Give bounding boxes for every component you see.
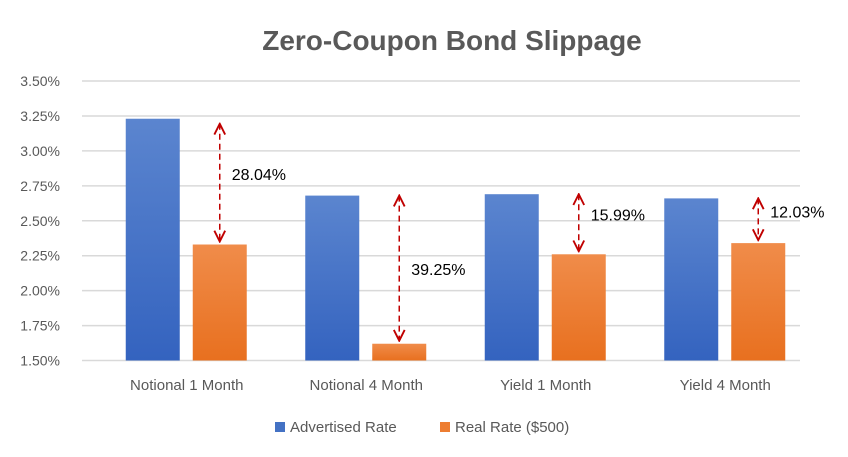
bar-real-rate — [372, 343, 427, 361]
y-tick-label: 1.75% — [20, 318, 60, 334]
slippage-label: 12.03% — [770, 204, 824, 221]
y-tick-label: 3.00% — [20, 143, 60, 159]
y-tick-label: 2.25% — [20, 248, 60, 264]
legend-label: Advertised Rate — [290, 419, 397, 436]
bar-advertised-rate — [125, 118, 180, 361]
y-tick-label: 2.50% — [20, 213, 60, 229]
bar-real-rate — [192, 244, 247, 361]
bar-advertised-rate — [484, 194, 539, 361]
bar-real-rate — [551, 254, 606, 361]
x-tick-label: Notional 1 Month — [130, 377, 243, 394]
legend-swatch — [275, 422, 285, 432]
x-tick-label: Yield 4 Month — [680, 377, 771, 394]
y-tick-label: 2.75% — [20, 178, 60, 194]
bar-advertised-rate — [305, 195, 360, 361]
chart-title: Zero-Coupon Bond Slippage — [262, 25, 642, 56]
slippage-label: 15.99% — [591, 208, 645, 225]
legend-label: Real Rate ($500) — [455, 419, 569, 436]
y-tick-label: 2.00% — [20, 283, 60, 299]
x-tick-label: Yield 1 Month — [500, 377, 591, 394]
y-tick-label: 3.50% — [20, 73, 60, 89]
slippage-label: 39.25% — [411, 262, 465, 279]
bar-real-rate — [731, 243, 786, 361]
legend-swatch — [440, 422, 450, 432]
bar-advertised-rate — [664, 198, 719, 361]
x-tick-label: Notional 4 Month — [310, 377, 423, 394]
y-tick-label: 1.50% — [20, 353, 60, 369]
slippage-label: 28.04% — [232, 167, 286, 184]
y-tick-label: 3.25% — [20, 108, 60, 124]
